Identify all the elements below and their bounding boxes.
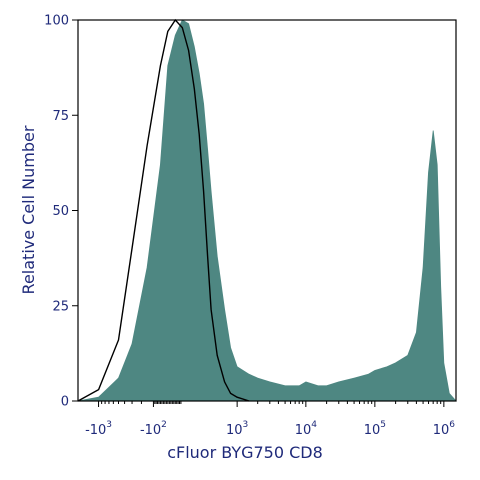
y-axis-label: Relative Cell Number bbox=[19, 125, 38, 294]
x-axis-label: cFluor BYG750 CD8 bbox=[167, 443, 323, 462]
x-tick-label: -103 bbox=[85, 420, 112, 438]
histogram-filled-series bbox=[77, 19, 457, 402]
y-tick-label: 25 bbox=[52, 299, 69, 314]
y-tick-label: 50 bbox=[52, 204, 69, 219]
y-tick-label: 75 bbox=[52, 109, 69, 124]
x-tick-label: 105 bbox=[364, 420, 386, 438]
x-tick-label: -102 bbox=[140, 420, 167, 438]
y-tick-label: 100 bbox=[44, 14, 69, 29]
x-tick-label: 106 bbox=[433, 420, 456, 438]
histogram-outline-series bbox=[77, 18, 250, 402]
x-tick-label: 103 bbox=[226, 420, 248, 438]
y-axis-ticks: 0 25 50 75 100 bbox=[44, 14, 78, 410]
series-layer bbox=[77, 18, 457, 402]
y-tick-label: 0 bbox=[61, 395, 69, 410]
x-tick-label: 104 bbox=[295, 420, 318, 438]
x-axis-ticks: -103 -102 103 104 105 106 bbox=[85, 401, 455, 438]
